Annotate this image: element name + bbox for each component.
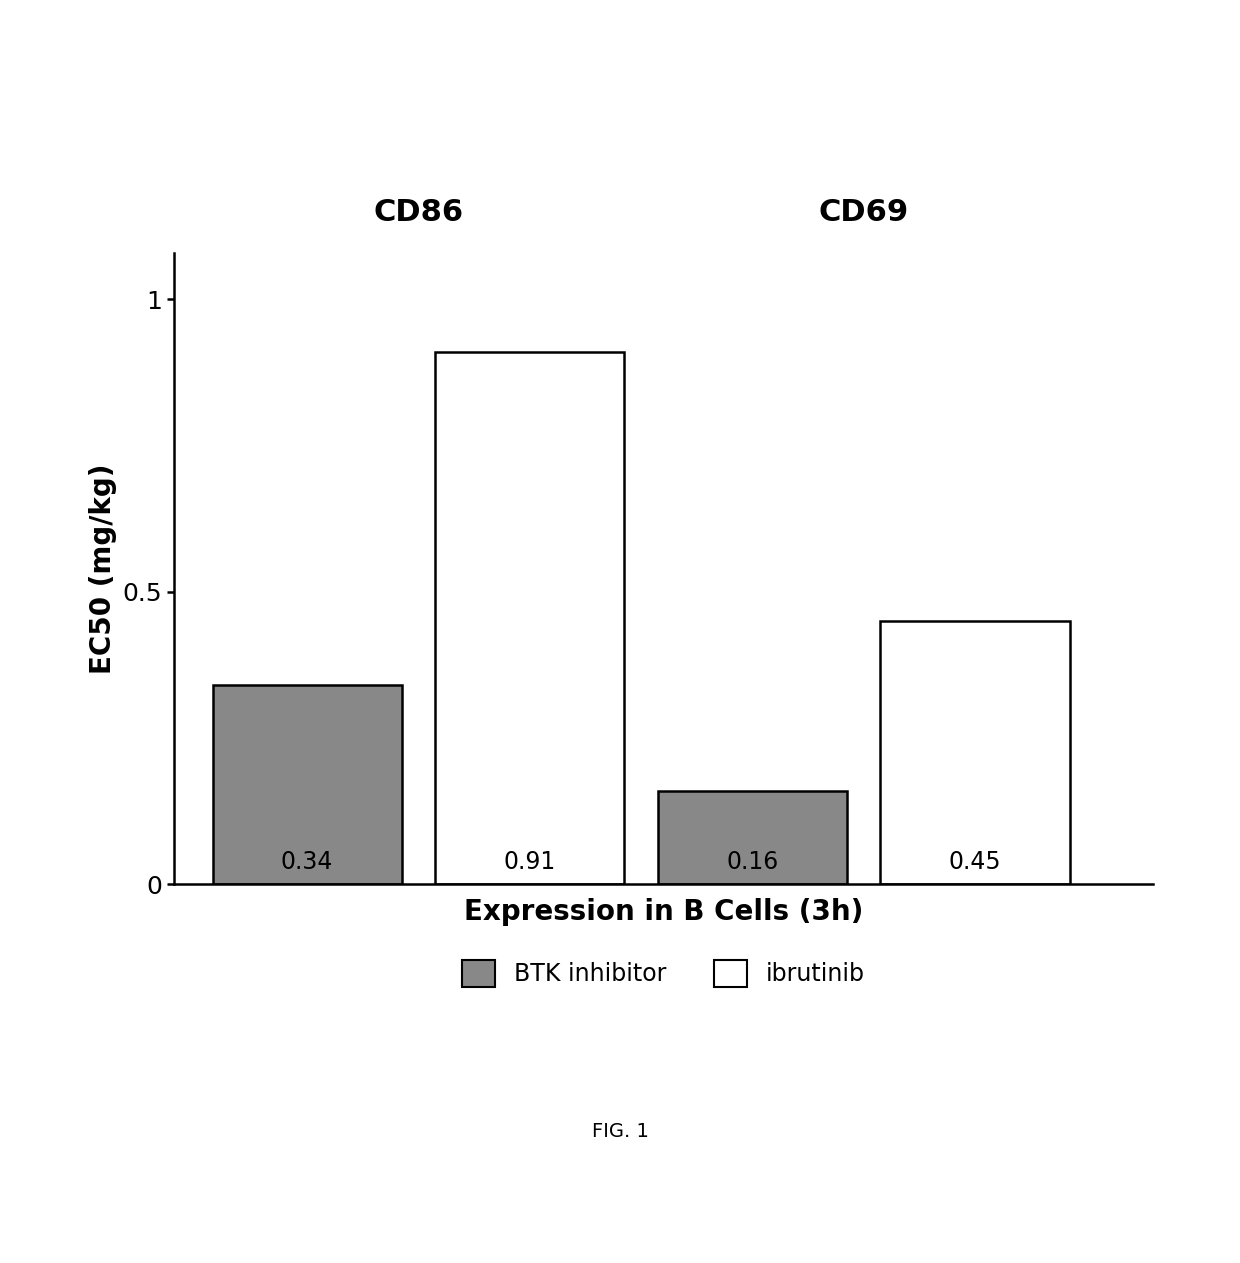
Text: 0.34: 0.34 bbox=[281, 850, 334, 874]
Legend: BTK inhibitor, ibrutinib: BTK inhibitor, ibrutinib bbox=[450, 947, 877, 999]
Text: FIG. 1: FIG. 1 bbox=[591, 1122, 649, 1140]
Bar bbox=[435, 352, 625, 884]
Bar bbox=[880, 621, 1070, 884]
Text: CD86: CD86 bbox=[373, 198, 464, 227]
Y-axis label: EC50 (mg/kg): EC50 (mg/kg) bbox=[88, 464, 117, 673]
Bar bbox=[212, 686, 402, 884]
Text: 0.16: 0.16 bbox=[727, 850, 779, 874]
Text: 0.45: 0.45 bbox=[949, 850, 1002, 874]
X-axis label: Expression in B Cells (3h): Expression in B Cells (3h) bbox=[464, 898, 863, 926]
Text: 0.91: 0.91 bbox=[503, 850, 556, 874]
Text: CD69: CD69 bbox=[818, 198, 909, 227]
Bar bbox=[658, 791, 847, 884]
